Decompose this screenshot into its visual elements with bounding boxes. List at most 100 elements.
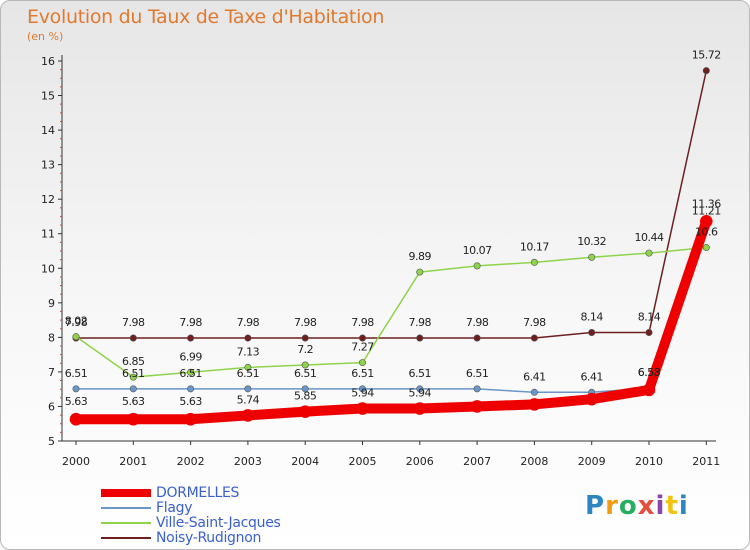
logo-letter: r	[605, 491, 619, 521]
data-label: 6.41	[523, 370, 546, 383]
data-label: 7.98	[179, 316, 202, 329]
data-point	[301, 385, 309, 393]
legend-swatch	[101, 489, 151, 497]
data-label: 15.72	[692, 49, 721, 62]
series-line	[71, 216, 712, 425]
data-label: 6.51	[122, 367, 145, 380]
data-label: 8.02	[65, 315, 88, 328]
data-point	[702, 244, 710, 252]
data-label: 5.94	[409, 387, 432, 400]
legend-swatch	[101, 537, 151, 539]
data-point	[530, 388, 538, 396]
data-point	[470, 400, 484, 413]
data-point	[645, 329, 653, 337]
y-tick-label: 15	[41, 90, 55, 103]
y-tick-label: 12	[41, 193, 55, 206]
y-tick-label: 14	[41, 124, 55, 137]
data-label: 5.63	[122, 395, 145, 408]
y-tick-label: 16	[41, 55, 55, 68]
data-point	[358, 359, 366, 367]
x-tick-label: 2001	[119, 455, 147, 468]
data-label: 5.85	[294, 390, 317, 403]
series-line	[75, 246, 708, 378]
data-label: 6.51	[179, 367, 202, 380]
data-label: 6.51	[237, 367, 260, 380]
data-point	[129, 373, 137, 381]
data-point	[241, 409, 255, 422]
data-point	[129, 385, 137, 393]
data-point	[127, 412, 140, 426]
x-tick-label: 2002	[177, 455, 205, 468]
data-label: 7.98	[523, 316, 546, 329]
y-tick-label: 5	[48, 435, 55, 448]
data-label: 10.17	[520, 240, 549, 253]
data-label: 11.21	[692, 204, 721, 217]
y-tick-label: 11	[41, 228, 55, 241]
x-tick-label: 2009	[578, 455, 606, 468]
series-line	[75, 225, 708, 394]
data-label: 7.98	[466, 316, 489, 329]
data-point	[702, 67, 710, 75]
legend-label: Ville-Saint-Jacques	[156, 515, 281, 531]
data-label: 5.74	[237, 393, 260, 406]
data-point	[473, 262, 481, 270]
legend-label: DORMELLES	[156, 485, 240, 501]
series-line	[75, 69, 708, 339]
data-point	[358, 385, 366, 393]
data-point	[416, 268, 424, 276]
data-label: 5.94	[351, 387, 374, 400]
data-point	[585, 392, 599, 406]
data-label: 7.98	[65, 316, 88, 329]
x-tick-label: 2008	[520, 455, 548, 468]
x-tick-label: 2007	[463, 455, 491, 468]
data-point	[416, 334, 424, 342]
data-point	[416, 385, 424, 393]
data-label: 7.13	[237, 345, 260, 358]
data-point	[244, 363, 252, 371]
data-label: 7.2	[297, 343, 313, 356]
logo-letter: P	[585, 491, 606, 521]
chart-title: Evolution du Taux de Taxe d'Habitation	[27, 6, 385, 28]
chart-subtitle: (en %)	[27, 30, 64, 43]
legend-swatch	[101, 522, 151, 524]
data-point	[187, 368, 195, 376]
data-point	[413, 402, 427, 415]
data-label: 7.98	[122, 316, 145, 329]
data-label: 6.99	[179, 350, 202, 363]
x-tick-label: 2003	[234, 455, 262, 468]
data-label: 10.44	[635, 231, 664, 244]
data-point	[588, 253, 596, 261]
data-point	[184, 412, 197, 426]
data-label: 6.51	[409, 367, 432, 380]
x-tick-label: 2004	[291, 455, 319, 468]
data-label: 6.41	[580, 370, 603, 383]
data-point	[129, 334, 137, 342]
data-label: 11.36	[692, 197, 721, 210]
x-tick-label: 2010	[635, 455, 663, 468]
data-label: 5.63	[179, 395, 202, 408]
data-label: 6.85	[122, 355, 145, 368]
data-point	[301, 361, 309, 369]
data-label: 5.63	[65, 395, 88, 408]
proxiti-logo: Proxiti	[585, 491, 689, 521]
data-point	[72, 385, 80, 393]
data-point	[187, 334, 195, 342]
data-point	[356, 402, 369, 415]
data-label: 6.51	[65, 367, 88, 380]
data-label: 10.07	[463, 244, 492, 257]
data-point	[473, 385, 481, 393]
legend-swatch	[101, 507, 151, 509]
data-point	[187, 385, 195, 393]
data-label: 6.51	[466, 367, 489, 380]
data-point	[69, 412, 83, 426]
legend-label: Noisy-Rudignon	[156, 530, 262, 546]
x-tick-label: 2011	[692, 455, 720, 468]
y-tick-label: 6	[48, 400, 55, 413]
data-label: 6.53	[638, 366, 661, 379]
data-label: 8.14	[580, 311, 603, 324]
data-label: 7.98	[351, 316, 374, 329]
logo-letter: i	[655, 491, 666, 521]
x-tick-label: 2005	[349, 455, 377, 468]
legend-label: Flagy	[156, 500, 193, 516]
logo-letter: o	[618, 491, 638, 521]
